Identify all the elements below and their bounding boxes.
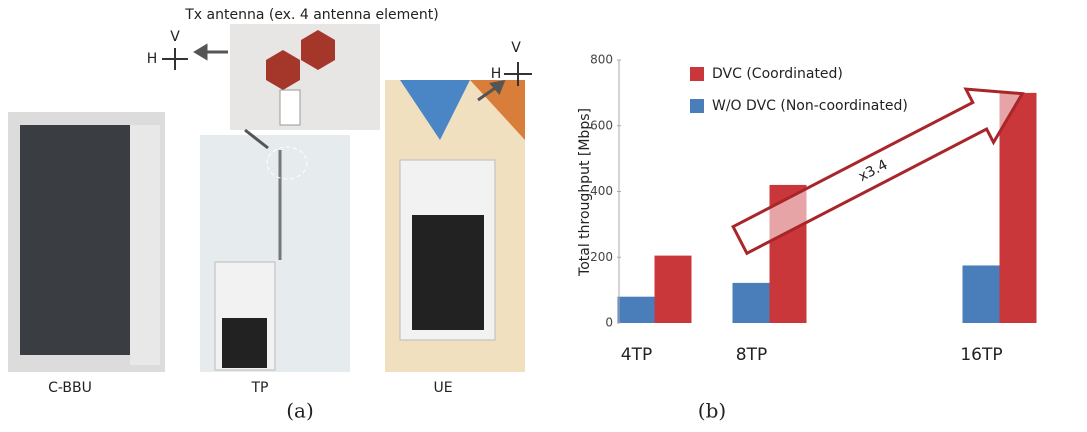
bar xyxy=(618,297,655,323)
photo-antenna xyxy=(230,24,380,130)
y-tick-label: 200 xyxy=(590,250,613,264)
photo-tp xyxy=(200,135,350,372)
photo-label: TP xyxy=(251,380,269,396)
bar xyxy=(1000,93,1037,323)
label-v: V xyxy=(170,29,180,45)
legend-swatch xyxy=(690,67,704,81)
caption: (b) xyxy=(698,399,726,423)
caption: (a) xyxy=(286,399,314,423)
x-tick-label: 4TP xyxy=(621,345,652,365)
x-tick-label: 16TP xyxy=(960,345,1002,365)
label-v: V xyxy=(511,40,521,56)
bar xyxy=(733,283,770,323)
figure: V H V H Tx antenna (ex. 4 antenna elemen… xyxy=(0,0,1087,432)
legend-label: W/O DVC (Non-coordinated) xyxy=(712,98,908,114)
antenna-label: Tx antenna (ex. 4 antenna element) xyxy=(184,7,439,23)
legend-label: DVC (Coordinated) xyxy=(712,66,843,82)
photo-ue xyxy=(385,80,525,372)
page: {"figure_a": {"antenna_label": "Tx anten… xyxy=(0,0,1087,432)
bar xyxy=(655,256,692,323)
x-tick-label: 8TP xyxy=(736,345,767,365)
y-tick-label: 600 xyxy=(590,118,613,132)
legend-swatch xyxy=(690,99,704,113)
annotation-arrow: x3.4 xyxy=(726,67,1036,267)
y-tick-label: 0 xyxy=(605,316,613,330)
y-tick-label: 400 xyxy=(590,184,613,198)
photo-label: UE xyxy=(433,380,452,396)
label-h: H xyxy=(147,51,158,67)
photo-cbbu xyxy=(8,112,165,372)
bar xyxy=(963,265,1000,323)
photo-label: C-BBU xyxy=(48,380,92,396)
label-h: H xyxy=(491,66,502,82)
y-tick-label: 800 xyxy=(590,53,613,67)
